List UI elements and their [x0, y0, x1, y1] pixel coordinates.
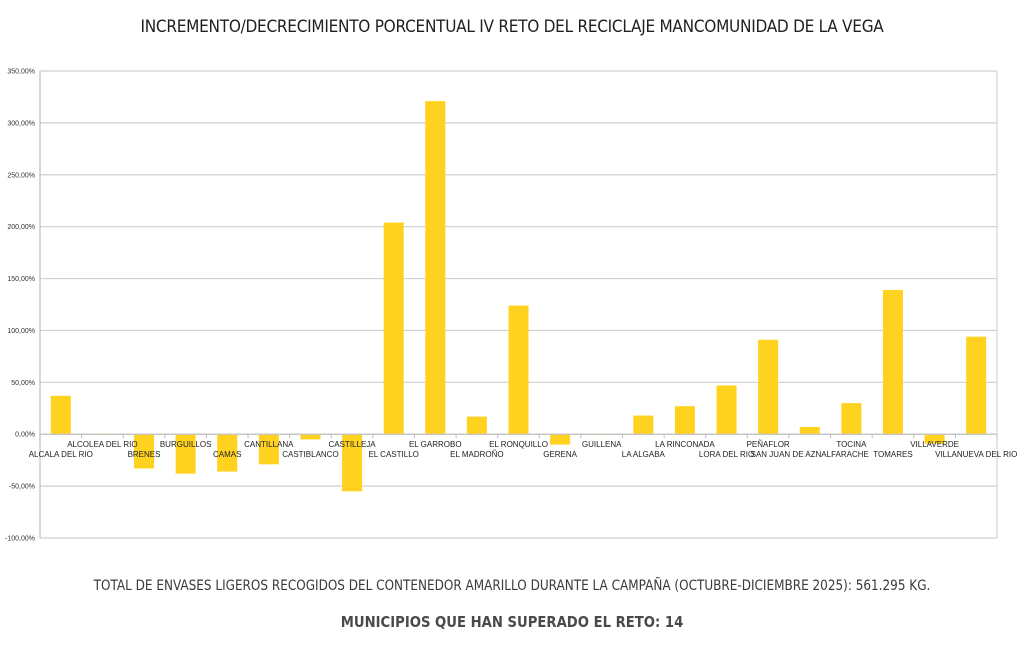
x-category-label: EL CASTILLO: [368, 450, 418, 459]
bar: [383, 222, 404, 435]
bar: [633, 415, 654, 435]
bar: [134, 434, 155, 469]
x-category-label: LA RINCONADA: [655, 440, 715, 449]
x-category-label: CANTILLANA: [244, 440, 294, 449]
x-category-label: VILLAVERDE: [910, 440, 959, 449]
bar: [716, 385, 737, 435]
bar: [50, 395, 71, 435]
x-category-label: GUILLENA: [582, 440, 622, 449]
x-category-label: BURGUILLOS: [160, 440, 212, 449]
bar: [425, 101, 446, 435]
x-category-label: BRENES: [128, 450, 161, 459]
bar: [799, 426, 820, 435]
x-category-label: CAMAS: [213, 450, 241, 459]
x-category-label: ALCOLEA DEL RIO: [67, 440, 137, 449]
x-category-label: LA ALGABA: [622, 450, 666, 459]
x-category-label: SAN JUAN DE AZNALFARACHE: [751, 450, 869, 459]
bar: [508, 305, 529, 435]
y-tick-label: 250,00%: [7, 172, 35, 179]
bar: [466, 416, 487, 435]
bar: [966, 336, 987, 435]
y-tick-label: 350,00%: [7, 69, 35, 76]
x-category-label: TOMARES: [873, 450, 912, 459]
chart-title: INCREMENTO/DECRECIMIENTO PORCENTUAL IV R…: [140, 17, 884, 36]
total-collected-text: TOTAL DE ENVASES LIGEROS RECOGIDOS DEL C…: [93, 578, 931, 594]
x-category-label: TOCINA: [836, 440, 867, 449]
x-category-label: LORA DEL RIO: [699, 450, 754, 459]
bar: [217, 434, 238, 472]
y-tick-label: 100,00%: [7, 328, 35, 335]
bar: [300, 434, 321, 440]
municipalities-passed-text: MUNICIPIOS QUE HAN SUPERADO EL RETO: 14: [340, 613, 684, 631]
y-tick-label: 300,00%: [7, 120, 35, 127]
bar: [342, 434, 363, 492]
x-category-label: CASTIBLANCO: [282, 450, 338, 459]
x-category-label: PEÑAFLOR: [747, 440, 790, 449]
bar: [841, 403, 862, 435]
x-category-label: EL RONQUILLO: [489, 440, 548, 449]
bar: [924, 434, 945, 444]
x-category-label: GERENA: [543, 450, 577, 459]
y-tick-label: -100,00%: [5, 536, 35, 543]
x-category-label: ALCALA DEL RIO: [29, 450, 93, 459]
y-tick-label: 200,00%: [7, 224, 35, 231]
bar: [674, 406, 695, 435]
bar: [175, 434, 196, 474]
x-category-label: EL GARROBO: [409, 440, 462, 449]
y-tick-label: 150,00%: [7, 276, 35, 283]
y-tick-label: -50,00%: [9, 484, 35, 491]
x-category-label: EL MADROÑO: [450, 450, 504, 459]
x-category-label: VILLANUEVA DEL RIO: [935, 450, 1017, 459]
x-category-label: CASTILLEJA: [328, 440, 376, 449]
bar: [550, 434, 571, 445]
bar: [258, 434, 279, 465]
y-tick-label: 0,00%: [15, 432, 35, 439]
bar: [758, 339, 779, 435]
y-tick-label: 50,00%: [11, 380, 35, 387]
bar: [882, 289, 903, 435]
